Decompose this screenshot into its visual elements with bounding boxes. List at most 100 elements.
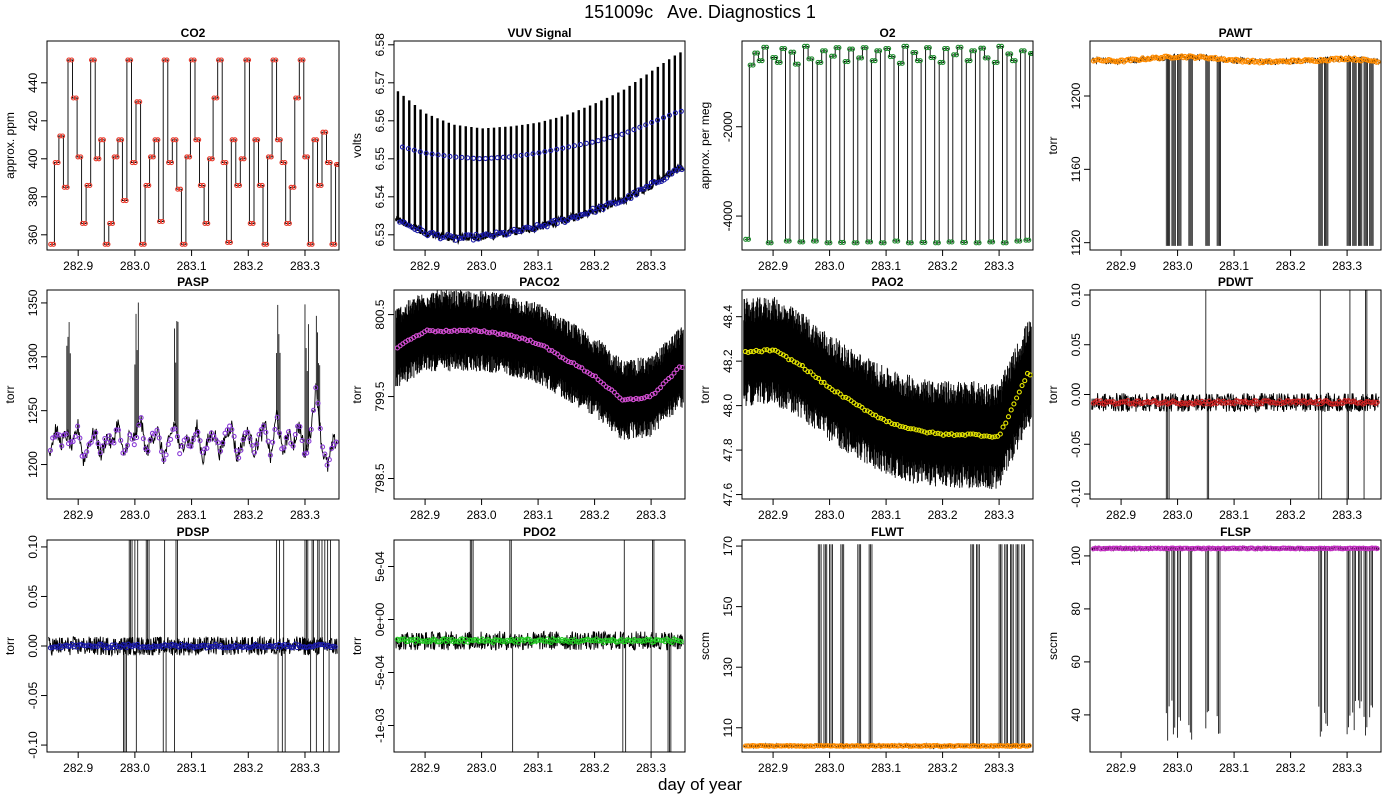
data-point	[150, 154, 156, 160]
y-tick-label: 799.5	[373, 381, 387, 411]
data-point	[60, 133, 66, 139]
data-point	[314, 137, 320, 143]
x-tick-label: 283.0	[120, 508, 150, 522]
data-point	[277, 137, 283, 143]
data-point	[489, 329, 495, 335]
data-point	[985, 55, 991, 61]
average-point	[566, 144, 572, 150]
data-point	[147, 437, 153, 443]
data-point	[109, 220, 116, 226]
data-point	[750, 62, 756, 68]
data-point	[209, 156, 215, 162]
data-point	[179, 443, 185, 449]
plot-area	[742, 544, 1032, 750]
data-point	[462, 328, 468, 334]
data-point	[436, 639, 442, 645]
data-point	[258, 427, 264, 433]
baseline-point	[526, 225, 532, 231]
data-point	[236, 182, 243, 188]
y-tick-label: 48.4	[721, 305, 735, 329]
data-point	[273, 57, 279, 63]
data-point	[182, 241, 188, 247]
data-point	[628, 396, 634, 402]
data-point	[105, 241, 111, 247]
baseline-point	[674, 168, 680, 174]
data-point	[773, 54, 779, 61]
data-point	[261, 241, 267, 247]
data-point	[170, 426, 176, 433]
data-point	[270, 57, 276, 63]
data-point	[265, 438, 271, 444]
data-point	[292, 431, 298, 438]
data-point	[756, 348, 762, 354]
data-point	[129, 436, 135, 442]
data-point	[308, 426, 314, 433]
x-tick-label: 283.2	[1276, 761, 1306, 775]
x-tick-label: 283.3	[984, 259, 1014, 273]
x-tick-label: 283.3	[290, 259, 320, 273]
x-tick-label: 283.2	[233, 761, 263, 775]
data-point	[982, 55, 988, 61]
data-point	[217, 448, 224, 454]
plot-area	[1090, 544, 1380, 741]
average-point	[399, 144, 406, 150]
data-point	[473, 327, 479, 333]
y-tick-label: 0.10	[26, 535, 40, 559]
baseline-point	[412, 226, 418, 232]
y-tick-label: -0.10	[1069, 480, 1083, 508]
x-tick-label: 283.2	[928, 508, 958, 522]
plot-frame	[46, 539, 340, 753]
data-point	[614, 392, 620, 398]
data-point	[987, 239, 993, 245]
average-point	[595, 138, 601, 144]
data-point	[747, 62, 753, 68]
data-point	[1029, 50, 1033, 57]
data-point	[801, 43, 807, 49]
data-point	[268, 154, 274, 160]
data-point	[177, 451, 183, 457]
data-point	[854, 402, 860, 408]
panel-title: PAWT	[1219, 26, 1253, 40]
x-tick-label: 283.2	[580, 259, 610, 273]
data-point	[215, 57, 222, 63]
baseline-point	[651, 178, 657, 185]
y-tick-label: 0.00	[1069, 382, 1083, 406]
x-tick-label: 283.2	[233, 508, 263, 522]
plot-area	[47, 302, 339, 472]
x-tick-label: 283.3	[984, 761, 1014, 775]
data-point	[1027, 50, 1033, 57]
data-point	[75, 154, 81, 160]
data-point	[889, 421, 895, 427]
data-point	[600, 381, 607, 387]
data-point	[878, 240, 884, 246]
x-tick-label: 283.2	[580, 761, 610, 775]
average-point	[417, 149, 423, 155]
data-point	[186, 443, 192, 449]
baseline-point	[539, 223, 545, 229]
data-point	[821, 379, 827, 385]
data-point	[829, 53, 835, 59]
average-point	[560, 145, 566, 151]
y-tick-label: 0.10	[1069, 283, 1083, 307]
data-point	[951, 52, 957, 58]
baseline-point	[636, 187, 642, 193]
data-point	[154, 427, 160, 433]
data-point	[791, 49, 797, 55]
y-tick-label: 1200	[26, 451, 40, 478]
data-point	[544, 344, 550, 350]
data-point	[50, 241, 57, 247]
data-point	[576, 364, 582, 370]
data-point	[332, 241, 338, 247]
baseline-point	[414, 228, 420, 234]
plot-frame	[393, 40, 686, 251]
data-point	[978, 433, 984, 439]
y-tick-label: 380	[26, 186, 40, 206]
data-point	[565, 359, 571, 365]
plot-frame	[393, 539, 686, 753]
data-point	[836, 45, 842, 51]
baseline-point	[623, 196, 629, 202]
data-point	[935, 240, 941, 246]
data-point	[908, 426, 914, 432]
baseline-point	[432, 232, 438, 238]
data-point	[636, 396, 642, 402]
